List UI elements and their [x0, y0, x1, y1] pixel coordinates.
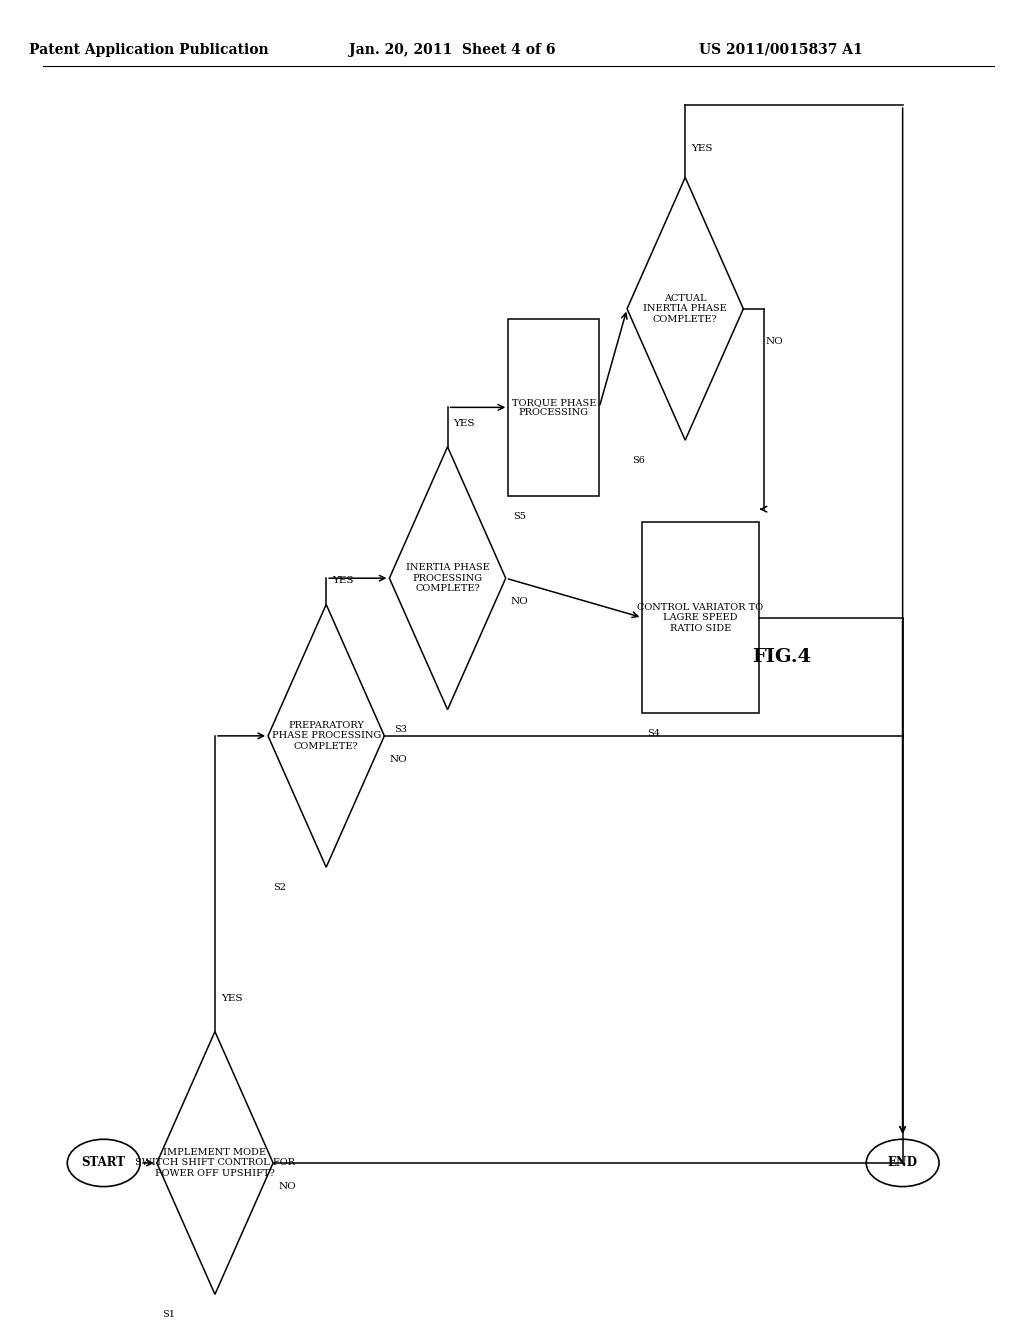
Bar — [508, 318, 599, 496]
Text: S2: S2 — [273, 883, 286, 892]
Text: S4: S4 — [647, 729, 660, 738]
Text: YES: YES — [691, 144, 713, 153]
Text: YES: YES — [454, 418, 475, 428]
Text: IMPLEMENT MODE
SWITCH SHIFT CONTROL FOR
POWER OFF UPSHIFT?: IMPLEMENT MODE SWITCH SHIFT CONTROL FOR … — [135, 1148, 295, 1177]
Text: S5: S5 — [513, 512, 526, 521]
Text: Jan. 20, 2011  Sheet 4 of 6: Jan. 20, 2011 Sheet 4 of 6 — [349, 44, 556, 57]
Text: CONTROL VARIATOR TO
LAGRE SPEED
RATIO SIDE: CONTROL VARIATOR TO LAGRE SPEED RATIO SI… — [637, 603, 764, 632]
Text: NO: NO — [511, 598, 528, 606]
Text: NO: NO — [279, 1183, 296, 1191]
Text: FIG.4: FIG.4 — [752, 648, 811, 667]
Text: ACTUAL
INERTIA PHASE
COMPLETE?: ACTUAL INERTIA PHASE COMPLETE? — [643, 294, 727, 323]
Text: PREPARATORY
PHASE PROCESSING
COMPLETE?: PREPARATORY PHASE PROCESSING COMPLETE? — [271, 721, 381, 751]
Text: US 2011/0015837 A1: US 2011/0015837 A1 — [699, 44, 863, 57]
Text: NO: NO — [389, 755, 408, 764]
Text: START: START — [82, 1156, 126, 1170]
Text: NO: NO — [766, 337, 783, 346]
Text: TORQUE PHASE
PROCESSING: TORQUE PHASE PROCESSING — [512, 397, 596, 417]
Text: END: END — [888, 1156, 918, 1170]
Text: S6: S6 — [632, 455, 645, 465]
Text: Patent Application Publication: Patent Application Publication — [30, 44, 269, 57]
Text: S3: S3 — [394, 726, 408, 734]
Text: INERTIA PHASE
PROCESSING
COMPLETE?: INERTIA PHASE PROCESSING COMPLETE? — [406, 564, 489, 593]
Text: S1: S1 — [162, 1311, 175, 1319]
Text: YES: YES — [332, 577, 353, 585]
Text: YES: YES — [221, 994, 243, 1003]
Bar — [642, 523, 759, 713]
